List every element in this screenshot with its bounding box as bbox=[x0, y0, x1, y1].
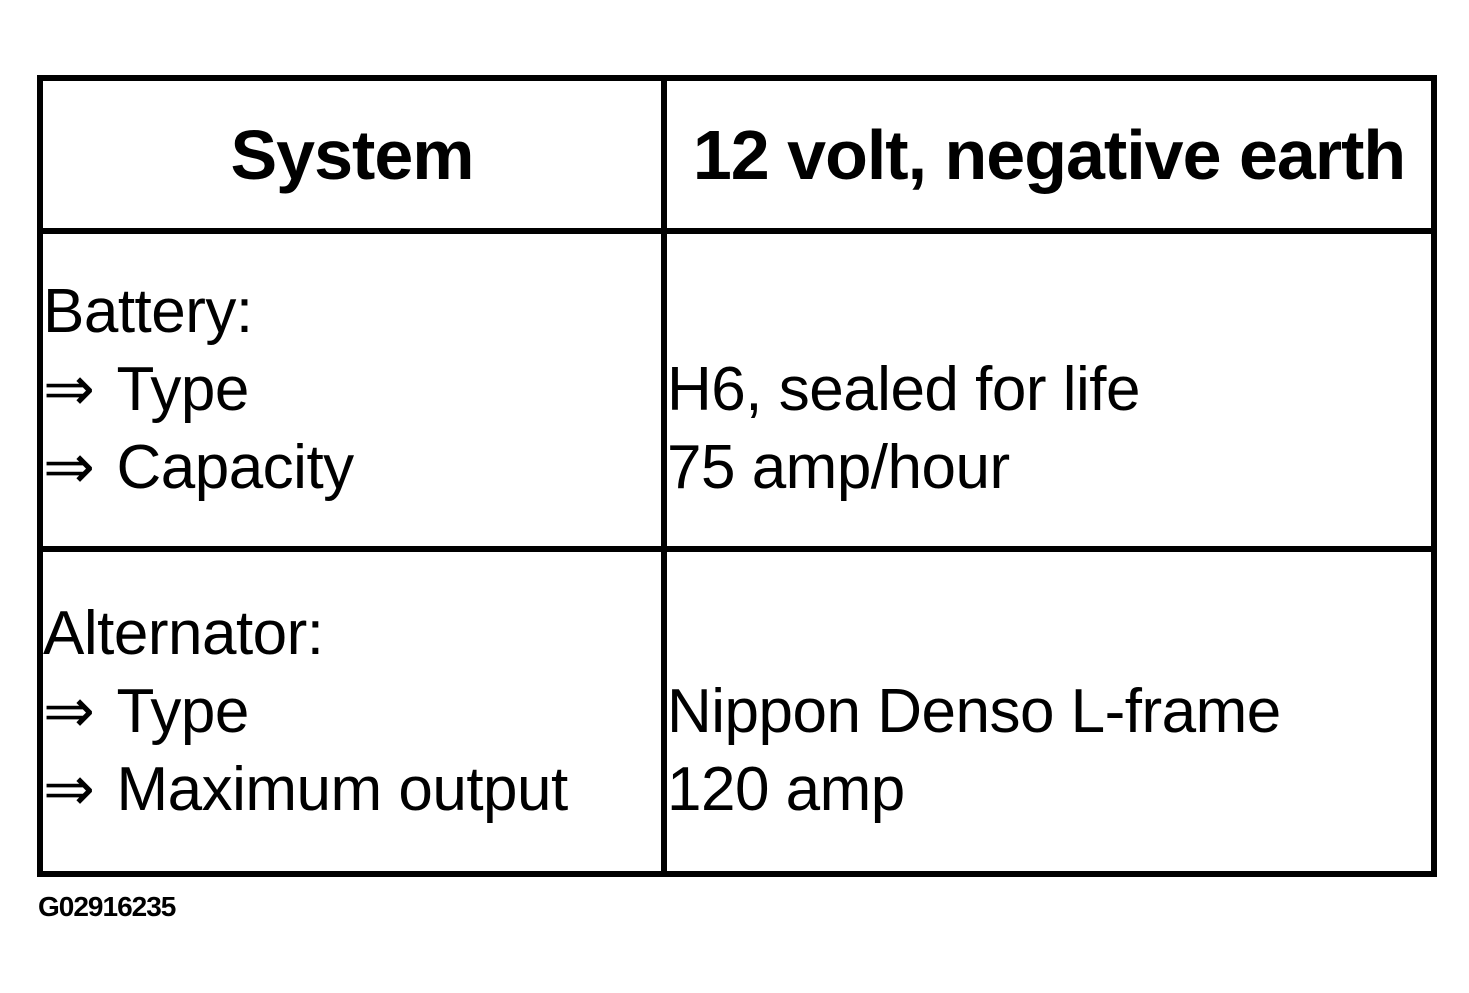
figure-id-caption: G02916235 bbox=[38, 891, 176, 922]
double-arrow-icon: ⇒ bbox=[43, 676, 95, 746]
alternator-heading: Alternator: bbox=[43, 598, 324, 668]
battery-heading: Battery: bbox=[43, 277, 253, 346]
battery-type-value: H6, sealed for life bbox=[667, 355, 1140, 424]
alternator-max-output-value: 120 amp bbox=[667, 754, 905, 824]
table-row-battery: Battery: ⇒ Type ⇒ Capacity H6, sealed for … bbox=[37, 228, 1437, 552]
double-arrow-icon: ⇒ bbox=[43, 433, 95, 502]
double-arrow-icon: ⇒ bbox=[43, 754, 95, 824]
alternator-value-cell: Nippon Denso L-frame 120 amp bbox=[661, 546, 1437, 877]
battery-value-cell: H6, sealed for life 75 amp/hour bbox=[661, 228, 1437, 552]
table-header-row: System 12 volt, negative earth bbox=[37, 75, 1437, 234]
electrical-spec-table: System 12 volt, negative earth Battery: … bbox=[37, 75, 1437, 877]
header-system-label: System bbox=[230, 115, 474, 194]
alternator-label-cell: Alternator: ⇒ Type ⇒ Maximum output bbox=[37, 546, 667, 877]
battery-item-capacity: ⇒ Capacity bbox=[43, 429, 658, 507]
battery-label-cell: Battery: ⇒ Type ⇒ Capacity bbox=[37, 228, 667, 552]
header-cell-system: System bbox=[37, 75, 667, 234]
alternator-item-max-output-label: Maximum output bbox=[116, 754, 568, 824]
double-arrow-icon: ⇒ bbox=[43, 355, 95, 424]
table-row-alternator: Alternator: ⇒ Type ⇒ Maximum output Nippon… bbox=[37, 546, 1437, 877]
alternator-type-value: Nippon Denso L-frame bbox=[667, 676, 1281, 746]
alternator-item-max-output: ⇒ Maximum output bbox=[43, 751, 658, 829]
battery-item-type-label: Type bbox=[116, 355, 249, 424]
battery-capacity-value: 75 amp/hour bbox=[667, 433, 1010, 502]
spacer-line bbox=[670, 273, 1428, 351]
alternator-item-type: ⇒ Type bbox=[43, 673, 658, 751]
header-cell-value: 12 volt, negative earth bbox=[661, 75, 1437, 234]
header-value-label: 12 volt, negative earth bbox=[692, 115, 1406, 194]
spacer-line bbox=[670, 595, 1428, 673]
battery-item-capacity-label: Capacity bbox=[116, 433, 354, 502]
battery-item-type: ⇒ Type bbox=[43, 351, 658, 429]
alternator-item-type-label: Type bbox=[116, 676, 249, 746]
